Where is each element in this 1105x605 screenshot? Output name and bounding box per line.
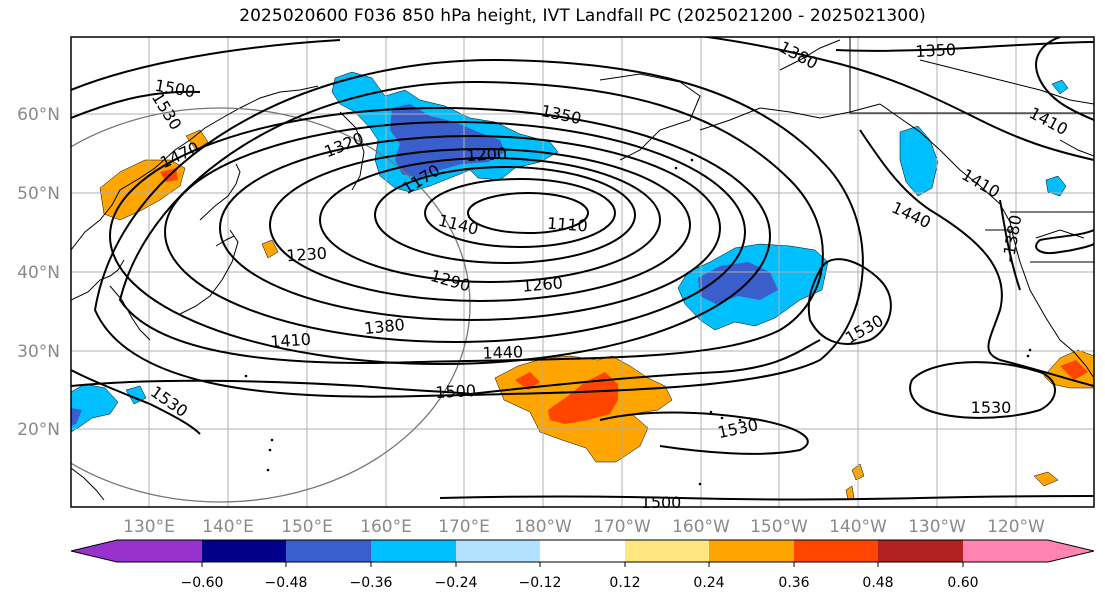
- lon-label: 180°W: [514, 517, 572, 537]
- contour-label: 1350: [915, 40, 957, 61]
- contour-label: 1380: [363, 315, 405, 338]
- colorbar-tick: −0.48: [265, 575, 308, 591]
- lon-label: 150°E: [281, 517, 333, 537]
- ivt-negative-area: [1045, 175, 1067, 197]
- lat-label: 30°N: [17, 342, 60, 362]
- ivt-positive-core: [548, 372, 618, 424]
- contour-label: 1410: [270, 330, 312, 352]
- lon-label: 170°E: [438, 517, 490, 537]
- colorbar-segment: [963, 540, 1094, 562]
- lon-label: 130°E: [123, 517, 175, 537]
- lat-label: 40°N: [17, 263, 60, 283]
- colorbar-tick: 0.24: [693, 575, 724, 591]
- lon-label: 130°W: [908, 517, 966, 537]
- colorbar-segment: [878, 540, 963, 562]
- projection-circle: [71, 107, 471, 503]
- contour-label: 1200: [466, 144, 508, 165]
- ivt-positive-core: [1060, 360, 1088, 380]
- ivt-positive-area: [845, 485, 855, 501]
- colorbar-tick: −0.60: [181, 575, 224, 591]
- lat-label: 50°N: [17, 184, 60, 204]
- contour-label: 1500: [641, 493, 682, 512]
- contour-label: 1230: [286, 244, 328, 266]
- map-frame: [70, 36, 1095, 508]
- lon-label: 150°W: [750, 517, 808, 537]
- lon-label: 170°W: [593, 517, 651, 537]
- lat-label: 60°N: [17, 105, 60, 125]
- colorbar-tick: 0.36: [778, 575, 809, 591]
- ivt-positive-area: [261, 239, 279, 259]
- map-title: 2025020600 F036 850 hPa height, IVT Land…: [239, 6, 926, 26]
- colorbar-outline: [70, 539, 1095, 563]
- lon-label: 160°E: [360, 517, 412, 537]
- colorbar-segment: [202, 540, 286, 562]
- colorbar-tick: −0.12: [519, 575, 562, 591]
- lon-label: 160°W: [672, 517, 730, 537]
- ivt-positive-area: [185, 129, 209, 151]
- ivt-negative-area: [899, 125, 939, 197]
- contour-label: 1530: [971, 398, 1012, 417]
- ivt-negative-core: [71, 408, 82, 426]
- ivt-positive-core: [515, 372, 540, 390]
- colorbar-tick: −0.24: [435, 575, 478, 591]
- colorbar-segment: [794, 540, 878, 562]
- colorbar-segment: [540, 540, 625, 562]
- contour-label: 1260: [521, 273, 563, 295]
- colorbar-tick: 0.60: [947, 575, 978, 591]
- colorbar-segment: [625, 540, 709, 562]
- lon-label: 120°W: [987, 517, 1045, 537]
- lat-label: 20°N: [17, 420, 60, 440]
- contour-label: 1110: [546, 214, 588, 236]
- colorbar-tick: 0.12: [609, 575, 640, 591]
- lat-labels: 60°N 50°N 40°N 30°N 20°N: [17, 105, 60, 440]
- colorbar-tick: 0.48: [862, 575, 893, 591]
- ivt-negative-area: [71, 383, 119, 433]
- colorbar-segment: [709, 540, 794, 562]
- colorbar-segment: [371, 540, 456, 562]
- height-contours: [71, 37, 1094, 501]
- lon-label: 140°E: [202, 517, 254, 537]
- colorbar-segment: [286, 540, 371, 562]
- colorbar: −0.60 −0.48 −0.36 −0.24 −0.12 0.12 0.24 …: [70, 539, 1095, 591]
- lon-labels: 130°E 140°E 150°E 160°E 170°E 180°W 170°…: [123, 517, 1045, 537]
- contour-label: 1440: [482, 342, 523, 362]
- lon-label: 140°W: [829, 517, 887, 537]
- colorbar-segment: [71, 540, 202, 562]
- ivt-negative-area: [1051, 79, 1069, 95]
- colorbar-segment: [456, 540, 540, 562]
- ivt-positive-area: [1033, 471, 1059, 487]
- contour-label: 1500: [435, 381, 477, 402]
- colorbar-tick: −0.36: [350, 575, 393, 591]
- island-dots: [244, 158, 1032, 486]
